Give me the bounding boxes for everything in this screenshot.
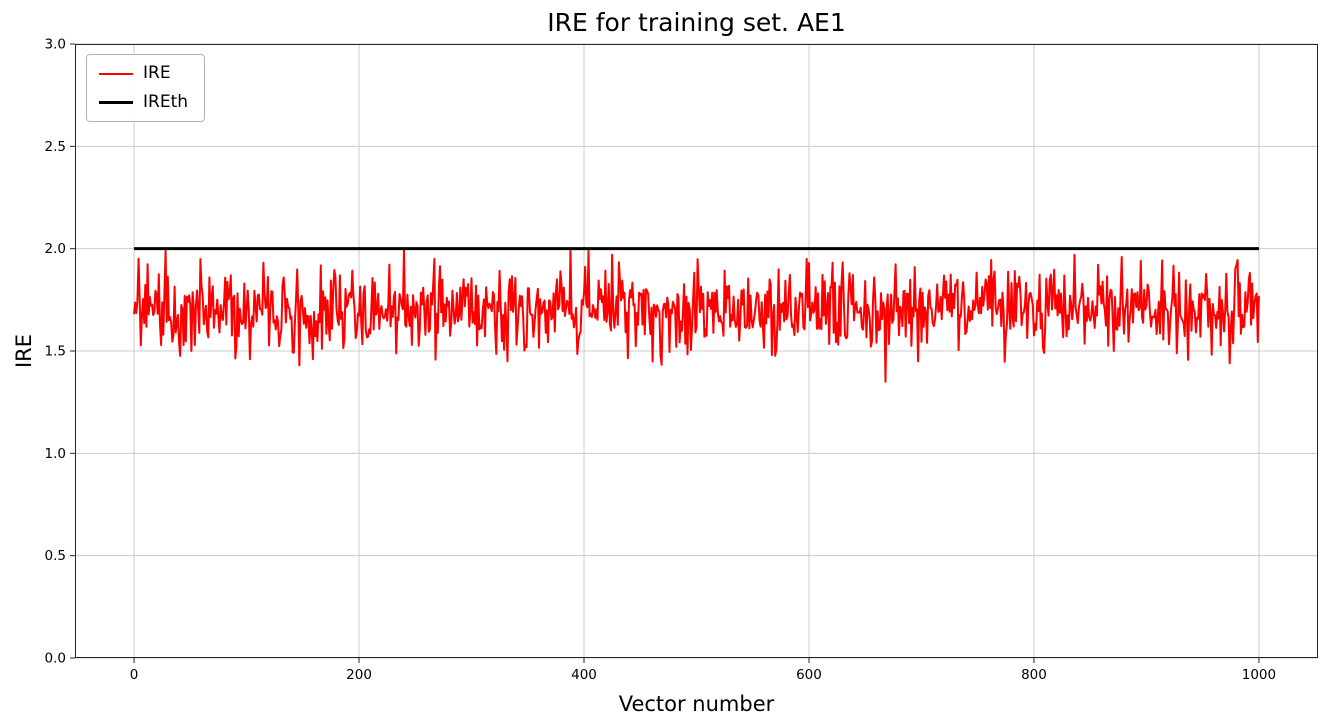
legend-swatch-ire-icon: [99, 72, 133, 75]
legend-label-ireth: IREth: [143, 92, 189, 112]
y-tick-label: 1.5: [45, 344, 66, 360]
x-tick-label: 0: [130, 667, 139, 683]
x-tick-label: 200: [346, 667, 372, 683]
y-axis-label: IRE: [12, 333, 36, 369]
x-tick-label: 800: [1021, 667, 1047, 683]
series-line-ire: [133, 247, 1260, 383]
legend-label-ire: IRE: [143, 63, 171, 83]
y-tick-label: 2.5: [45, 139, 66, 155]
y-tick-label: 3.0: [45, 37, 66, 53]
legend: IRE IREth: [86, 54, 206, 122]
x-tick-label: 1000: [1242, 667, 1276, 683]
x-axis-label: Vector number: [618, 692, 775, 716]
y-tick-label: 0.0: [45, 651, 66, 667]
y-tick-label: 1.0: [45, 446, 66, 462]
y-tick-label: 0.5: [45, 548, 66, 564]
plot-area: 0 200 400 600 800 1000 0.0 0.5 1.0 1.5 2.0 2.5 3.0: [45, 37, 1318, 683]
legend-item-ireth: IREth: [99, 94, 188, 111]
x-tick-label: 600: [796, 667, 822, 683]
legend-swatch-ireth-icon: [99, 101, 133, 104]
legend-item-ire: IRE: [99, 65, 188, 82]
axes-spines: [75, 44, 1318, 658]
x-tick-label: 400: [571, 667, 597, 683]
y-tick-label: 2.0: [45, 241, 66, 257]
chart-title: IRE for training set. AE1: [547, 8, 846, 37]
